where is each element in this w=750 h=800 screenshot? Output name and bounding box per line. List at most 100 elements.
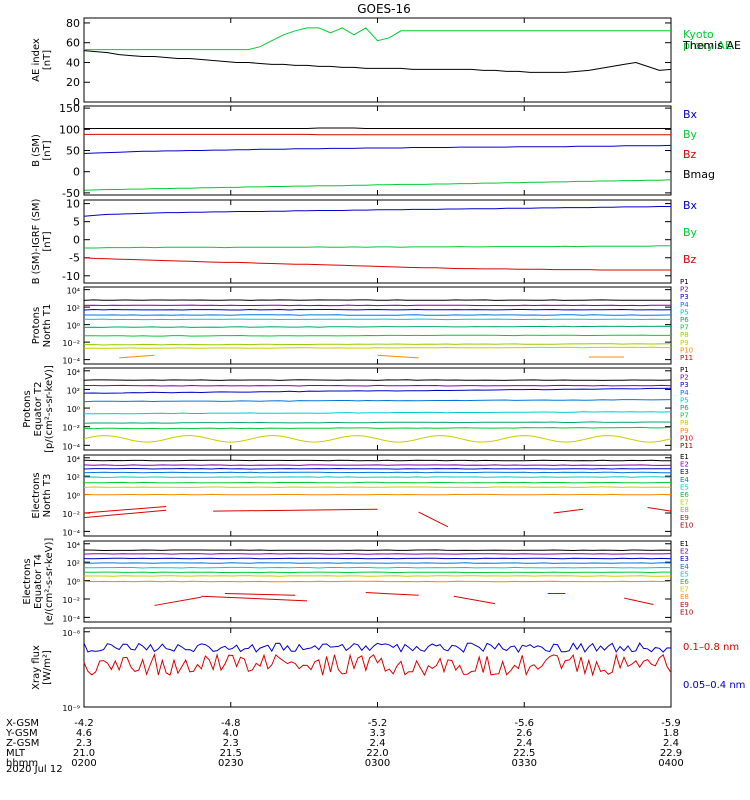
series-segment [119, 354, 155, 359]
legend-entry: Kyoto proxy AE [683, 28, 732, 52]
y-axis-label-line: Xray flux [31, 645, 42, 690]
legend-entry: P5 [680, 396, 689, 404]
legend-entry-line: P4 [680, 301, 689, 309]
legend-entry-line: P7 [680, 412, 689, 420]
x-axis-row-value: -5.2 [368, 718, 388, 729]
legend-entry: E1 [680, 540, 689, 548]
series-line [83, 562, 672, 564]
y-tick-label: 10² [67, 386, 80, 395]
legend-entry: By [683, 128, 698, 141]
x-axis-row-value: 22.9 [660, 748, 682, 759]
y-axis-label-line: Electrons [31, 472, 42, 518]
legend-entry: Bz [683, 253, 697, 266]
y-axis-label-line: [nT] [42, 231, 53, 251]
y-tick-label: 10 [66, 198, 80, 211]
legend-entry: E8 [680, 593, 689, 601]
series-line [83, 308, 672, 311]
y-axis-label-line: [W/m²] [42, 650, 53, 685]
series-line [83, 387, 672, 394]
date-label: 2020 Jul 12 [6, 764, 63, 775]
y-tick-label: 10⁰ [67, 578, 80, 587]
y-tick-label: 10² [67, 304, 80, 313]
y-tick-label: 100 [59, 123, 80, 136]
legend-entry-line: 0.05–0.4 nm [683, 680, 745, 691]
legend-entry-line: Bz [683, 148, 697, 161]
series-line [83, 459, 671, 462]
legend-entry-line: proxy AE [683, 39, 732, 52]
legend-entry: E2 [680, 548, 689, 556]
legend-entry-line: E5 [680, 483, 689, 491]
x-axis-row-label: Z-GSM [6, 738, 39, 749]
legend-entry: E4 [680, 563, 689, 571]
legend-entry: P3 [680, 293, 689, 301]
legend-entry: Bx [683, 199, 698, 212]
x-axis-row-value: 3.3 [370, 728, 386, 739]
legend-entry: P11 [680, 354, 693, 362]
legend-entry: P2 [680, 286, 689, 294]
legend-entry-line: P8 [680, 419, 689, 427]
x-axis-row-value: 4.0 [223, 728, 239, 739]
legend-entry: Themis AE [682, 39, 741, 52]
x-axis-row-label: Y-GSM [5, 728, 38, 739]
series-segment [365, 592, 419, 596]
y-tick-label: 150 [59, 102, 80, 115]
plot-title: GOES-16 [357, 2, 411, 16]
y-tick-label: 10⁴ [67, 455, 80, 464]
x-axis-row-label: hhmm [6, 758, 38, 769]
legend-entry: E6 [680, 491, 689, 499]
series-line [83, 421, 672, 424]
y-axis-label: B (SM)[nT] [31, 134, 53, 167]
series-line [83, 325, 672, 328]
x-axis-table: X-GSM -4.2 -4.8 -5.2 -5.6 -5.9Y-GSM 4.6 4.0 3.3 2… [5, 718, 684, 769]
y-axis-label-line: [p/(cm²-s-sr-keV)] [44, 365, 55, 453]
y-tick-label: 10⁴ [67, 368, 80, 377]
series-line [84, 245, 671, 249]
y-tick-label: 40 [66, 56, 80, 69]
y-axis-label-line: North T3 [42, 474, 53, 518]
x-axis-row-value: -5.6 [514, 718, 534, 729]
series-line [83, 571, 671, 574]
legend-entry: E4 [680, 476, 689, 484]
legend-entry-line: E8 [680, 506, 689, 514]
x-axis-row-value: 21.0 [73, 748, 95, 759]
y-tick-label: 10⁰ [67, 322, 80, 331]
panel-5: 10⁻⁴ 10⁻² 10⁰ 10² 10⁴ ProtonsEquator T2[p/(cm… [22, 365, 693, 453]
x-axis-row-value: 2.4 [663, 738, 679, 749]
x-axis-row-value: 21.5 [220, 748, 242, 759]
legend-entry-line: P9 [680, 427, 689, 435]
y-axis-label: ProtonsNorth T1 [31, 304, 53, 348]
legend-entry: P10 [680, 346, 693, 354]
panel-2: -50 0 50 100 150 B (SM)[nT] Bx By Bz Bmag [31, 102, 715, 200]
legend-entry-line: E10 [680, 521, 693, 529]
legend-entry-line: E7 [680, 586, 689, 594]
y-axis-label: Xray flux[W/m²] [31, 645, 53, 690]
legend-entry: E1 [680, 453, 689, 461]
series-line [83, 50, 672, 73]
legend-entry: P4 [680, 301, 689, 309]
legend-entry: 0.05–0.4 nm [683, 680, 745, 691]
y-axis-label-line: [nT] [42, 140, 53, 160]
series-segment [418, 511, 449, 528]
y-tick-label: 0 [73, 96, 80, 109]
legend-entry-line: By [683, 226, 698, 239]
x-axis-row-value: 2.4 [370, 738, 386, 749]
series-segment [201, 595, 308, 602]
y-tick-label: 10⁴ [67, 287, 80, 296]
legend-entry: P8 [680, 331, 689, 339]
legend-entry: E2 [680, 461, 689, 469]
xray-short-line [83, 642, 672, 653]
series-line [83, 144, 672, 154]
y-tick-label: 10⁰ [67, 492, 80, 501]
x-axis-row-label: MLT [6, 748, 26, 759]
y-axis-label-line: [nT] [42, 50, 53, 70]
legend-entry-line: P7 [680, 324, 689, 332]
legend-entry-line: P4 [680, 389, 689, 397]
panel-1: 0 20 40 60 80 AE index[nT] Kyoto proxy AEThemis… [31, 17, 741, 109]
y-tick-label: 20 [66, 76, 80, 89]
y-tick-label: 10⁻⁴ [62, 357, 80, 366]
legend-entry-line: E10 [680, 608, 693, 616]
legend-entry-line: P1 [680, 278, 689, 286]
y-axis-label: ProtonsEquator T2[p/(cm²-s-sr-keV)] [22, 365, 55, 453]
x-axis-row-value: 0300 [365, 758, 390, 769]
series-line [83, 179, 672, 191]
